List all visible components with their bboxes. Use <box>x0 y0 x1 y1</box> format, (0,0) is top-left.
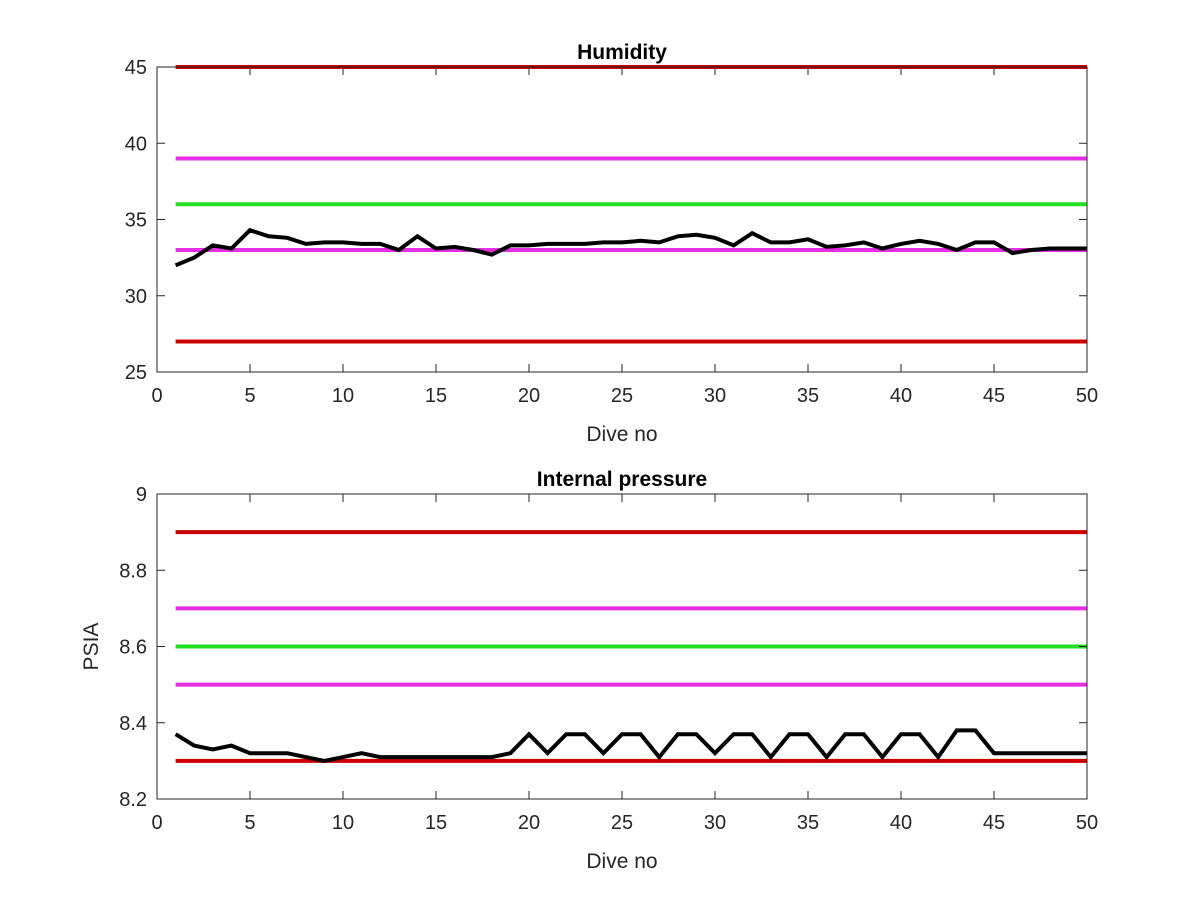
chart-1-x-tick-label: 45 <box>983 385 1005 407</box>
internal-pressure-panel: 0 5 10 15 20 25 30 35 40 45 50 8.2 8.4 8.6 8.8 9 Interna… <box>80 468 1098 873</box>
chart-2-y-tick-label: 8.4 <box>119 713 147 735</box>
chart-2-y-tick-label: 8.6 <box>119 637 147 659</box>
chart-2-y-axis-label: PSIA <box>80 623 103 671</box>
chart-1-x-tick-label: 40 <box>890 385 912 407</box>
chart-1-title: Humidity <box>577 41 667 64</box>
chart-1-x-tick-label: 35 <box>797 385 819 407</box>
chart-1-axes-box <box>156 66 1088 373</box>
chart-2-x-tick-label: 0 <box>151 812 162 834</box>
chart-2-x-tick-label: 10 <box>332 812 354 834</box>
humidity-panel: 0 5 10 15 20 25 30 35 40 45 50 25 30 35 40 45 Humidity Di… <box>125 41 1098 446</box>
chart-1-y-tick-label: 40 <box>125 133 147 155</box>
chart-2-x-tick-label: 35 <box>797 812 819 834</box>
chart-2-y-tick-label: 9 <box>136 484 147 506</box>
chart-1-x-tick-label: 20 <box>518 385 540 407</box>
chart-2-title: Internal pressure <box>537 468 707 491</box>
chart-2-x-tick-label: 20 <box>518 812 540 834</box>
chart-2-x-tick-label: 45 <box>983 812 1005 834</box>
chart-1-x-tick-label: 15 <box>425 385 447 407</box>
chart-2-series-line-1 <box>174 728 1087 763</box>
chart-1-x-tick-label: 10 <box>332 385 354 407</box>
chart-2-y-tick-label: 8.8 <box>119 560 147 582</box>
chart-1-x-tick-label: 50 <box>1076 385 1098 407</box>
chart-2-x-tick-label: 5 <box>244 812 255 834</box>
chart-1-y-tick-label: 35 <box>125 210 147 232</box>
chart-1-x-tick-label: 25 <box>611 385 633 407</box>
chart-2-x-tick-label: 40 <box>890 812 912 834</box>
chart-1-x-tick-label: 30 <box>704 385 726 407</box>
chart-2-x-tick-label: 30 <box>704 812 726 834</box>
chart-2-x-tick-label: 25 <box>611 812 633 834</box>
chart-1-y-tick-label: 25 <box>125 362 147 384</box>
chart-1-x-tick-label: 5 <box>244 385 255 407</box>
chart-1-x-tick-label: 0 <box>151 385 162 407</box>
chart-2-x-axis-label: Dive no <box>586 850 657 873</box>
chart-2-x-tick-label: 50 <box>1076 812 1098 834</box>
chart-1-x-axis-label: Dive no <box>586 423 657 446</box>
chart-1-series-line-1 <box>174 227 1087 268</box>
chart-2-y-tick-label: 8.2 <box>119 789 147 811</box>
chart-1-y-tick-label: 45 <box>125 57 147 79</box>
chart-2-x-tick-label: 15 <box>425 812 447 834</box>
chart-1-y-tick-label: 30 <box>125 286 147 308</box>
